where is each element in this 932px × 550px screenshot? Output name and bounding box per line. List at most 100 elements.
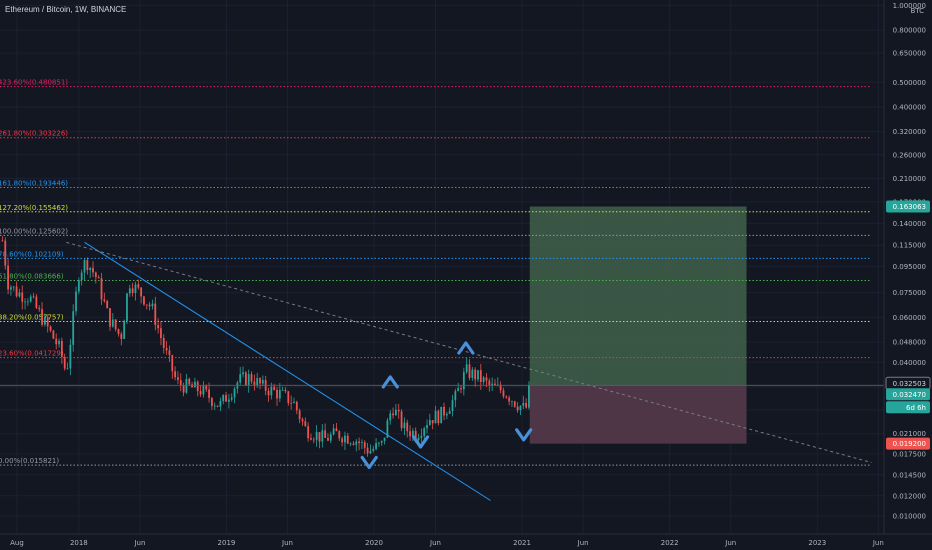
candle-body bbox=[389, 413, 392, 421]
candle-body bbox=[157, 325, 160, 329]
candle-body bbox=[276, 389, 278, 399]
candle-body bbox=[49, 326, 52, 331]
candle-body bbox=[281, 389, 284, 391]
fib-levels[interactable]: 0.00%(0.015821) 23.60%(0.041729) 38.20%(0.… bbox=[0, 79, 872, 466]
candle-body bbox=[443, 406, 445, 416]
candle-body bbox=[106, 301, 109, 309]
price-tick-label: 0.320000 bbox=[893, 128, 926, 136]
candle-body bbox=[109, 308, 111, 327]
candle-body bbox=[361, 442, 363, 444]
candle-body bbox=[213, 405, 216, 407]
candle-body bbox=[273, 386, 276, 390]
candle-body bbox=[202, 385, 205, 395]
price-tag-countdown bbox=[886, 401, 930, 414]
unit-label: BTC bbox=[910, 7, 924, 15]
time-tick-label: Jun bbox=[577, 539, 589, 547]
candle-body bbox=[363, 442, 366, 448]
candle-body bbox=[414, 430, 417, 440]
price-tick-label: 0.400000 bbox=[893, 103, 926, 111]
candle-body bbox=[479, 370, 482, 382]
fib-label: 61.80%(0.083666) bbox=[0, 272, 64, 280]
candle-body bbox=[321, 430, 324, 442]
candle-body bbox=[103, 299, 106, 302]
risk-zone bbox=[529, 385, 747, 444]
price-tick-label: 0.210000 bbox=[893, 175, 926, 183]
price-tick-label: 0.075000 bbox=[893, 289, 926, 297]
candle-body bbox=[462, 372, 465, 390]
candle-body bbox=[491, 383, 494, 386]
candle-body bbox=[66, 368, 69, 370]
candle-body bbox=[92, 267, 94, 273]
candle-body bbox=[191, 384, 193, 388]
candle-body bbox=[18, 292, 21, 297]
candle-body bbox=[233, 388, 236, 398]
candle-body bbox=[437, 410, 440, 424]
candle-body bbox=[344, 435, 346, 443]
candle-body bbox=[94, 272, 97, 278]
candle-body bbox=[247, 374, 250, 385]
candle-body bbox=[513, 401, 516, 407]
price-tag-target bbox=[886, 200, 930, 213]
price-tick-label: 0.095000 bbox=[893, 263, 926, 271]
trendlines[interactable] bbox=[0, 241, 884, 501]
candle-body bbox=[250, 374, 253, 382]
candle-body bbox=[352, 443, 355, 445]
position-zones bbox=[529, 206, 747, 444]
fib-label: 23.60%(0.041729) bbox=[0, 350, 64, 358]
candle-body bbox=[12, 286, 15, 288]
time-axis[interactable]: Aug 2018 Jun 2019 Jun 2020 Jun 2021 Jun 2022 Jun 20… bbox=[0, 533, 932, 550]
fib-label: 38.20%(0.057757) bbox=[0, 314, 64, 322]
candle-body bbox=[24, 301, 26, 303]
candle-body bbox=[1, 240, 4, 242]
candle-body bbox=[440, 406, 443, 424]
candle-body bbox=[199, 391, 202, 395]
price-tick-label: 0.500000 bbox=[893, 79, 926, 87]
candle-body bbox=[460, 388, 462, 390]
candle-body bbox=[312, 439, 315, 441]
candle-body bbox=[528, 385, 530, 408]
candle-body bbox=[372, 448, 375, 451]
candle-body bbox=[114, 319, 117, 330]
time-tick-label: 2018 bbox=[70, 539, 88, 547]
candle-body bbox=[307, 426, 310, 439]
candle-body bbox=[4, 240, 7, 266]
candle-body bbox=[242, 372, 244, 375]
time-tick-label: Jun bbox=[724, 539, 736, 547]
time-tick-label: 2019 bbox=[218, 539, 236, 547]
candle-body bbox=[457, 388, 460, 392]
candle-body bbox=[488, 380, 491, 386]
candle-body bbox=[420, 435, 423, 438]
candle-body bbox=[270, 386, 273, 396]
candle-body bbox=[505, 396, 508, 398]
candle-body bbox=[83, 260, 86, 273]
candle-body bbox=[7, 265, 9, 290]
candle-body bbox=[341, 438, 344, 443]
price-tag-stop-text: 0.019200 bbox=[893, 440, 926, 448]
chevron-down-icon bbox=[515, 428, 533, 442]
candle-body bbox=[140, 287, 143, 297]
candle-body bbox=[290, 402, 293, 404]
candle-body bbox=[168, 350, 171, 356]
candle-body bbox=[522, 402, 525, 406]
candle-body bbox=[338, 431, 341, 439]
price-tick-label: 0.650000 bbox=[893, 50, 926, 58]
candle-body bbox=[52, 330, 55, 339]
candle-body bbox=[177, 377, 179, 381]
candle-body bbox=[154, 303, 157, 326]
candle-body bbox=[35, 296, 38, 308]
candle-body bbox=[406, 422, 409, 432]
candle-body bbox=[15, 286, 18, 297]
candle-body bbox=[267, 390, 270, 396]
candle-body bbox=[287, 391, 290, 403]
candle-body bbox=[100, 278, 103, 300]
candle-body bbox=[123, 320, 126, 340]
candle-body bbox=[499, 384, 502, 391]
candle-body bbox=[400, 411, 403, 429]
candle-body bbox=[111, 319, 114, 327]
price-axis[interactable]: 1.000000 0.800000 0.650000 0.500000 0.400000… bbox=[883, 0, 932, 550]
price-tick-label: 0.060000 bbox=[893, 314, 926, 322]
fib-label: 161.80%(0.193446) bbox=[0, 180, 68, 188]
candle-body bbox=[525, 402, 528, 408]
candle-body bbox=[468, 364, 471, 378]
